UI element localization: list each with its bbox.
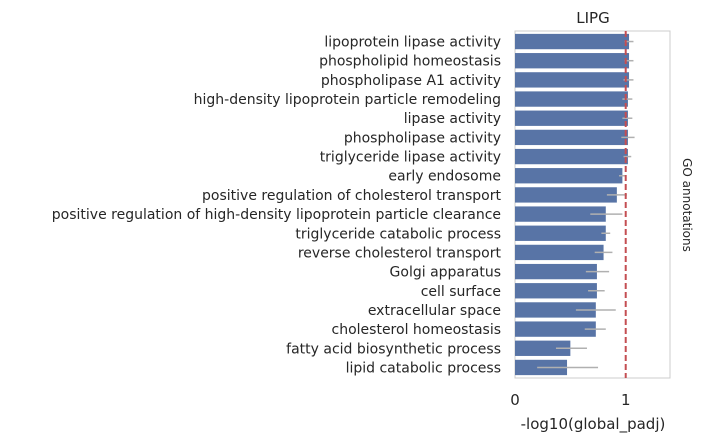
bar (515, 321, 596, 337)
category-label: Golgi apparatus (390, 265, 501, 281)
bar (515, 168, 623, 184)
bar (515, 283, 597, 299)
side-label: GO annotations (680, 158, 694, 252)
category-label: extracellular space (368, 303, 501, 319)
category-label: early endosome (388, 169, 501, 185)
x-axis-title: -log10(global_padj) (521, 415, 666, 434)
bar (515, 225, 606, 241)
category-label: triglyceride lipase activity (320, 150, 501, 166)
category-label: phospholipid homeostasis (319, 54, 501, 70)
category-label: triglyceride catabolic process (295, 226, 501, 242)
bar (515, 206, 606, 222)
category-label: phospholipase A1 activity (321, 73, 501, 89)
category-label: cholesterol homeostasis (332, 322, 501, 338)
category-label: positive regulation of cholesterol trans… (202, 188, 501, 204)
category-label: phospholipase activity (344, 130, 501, 146)
category-labels-layer: lipoprotein lipase activity phospholipid … (52, 35, 502, 377)
bar (515, 187, 617, 203)
chart-title: LIPG (576, 9, 609, 27)
x-tick-label: 1 (621, 391, 631, 409)
bars-layer (515, 33, 630, 376)
bar (515, 33, 630, 50)
bar (515, 129, 628, 146)
category-label: fatty acid biosynthetic process (286, 341, 501, 357)
category-label: lipoprotein lipase activity (324, 35, 501, 51)
category-label: positive regulation of high-density lipo… (52, 207, 501, 223)
bar (515, 263, 597, 280)
bar (515, 91, 628, 107)
bar (515, 302, 596, 318)
bar (515, 244, 604, 261)
bar (515, 53, 630, 69)
bar (515, 110, 628, 126)
bar (515, 72, 630, 88)
bar (515, 148, 628, 165)
bar (515, 340, 571, 356)
plot-frame (514, 30, 671, 379)
error-bars-layer (537, 40, 635, 369)
category-label: lipid catabolic process (346, 360, 501, 376)
category-label: high-density lipoprotein particle remode… (194, 92, 501, 108)
category-label: cell surface (421, 284, 501, 300)
category-label: lipase activity (404, 111, 501, 127)
x-tick-label: 0 (510, 391, 520, 409)
category-label: reverse cholesterol transport (298, 245, 502, 261)
